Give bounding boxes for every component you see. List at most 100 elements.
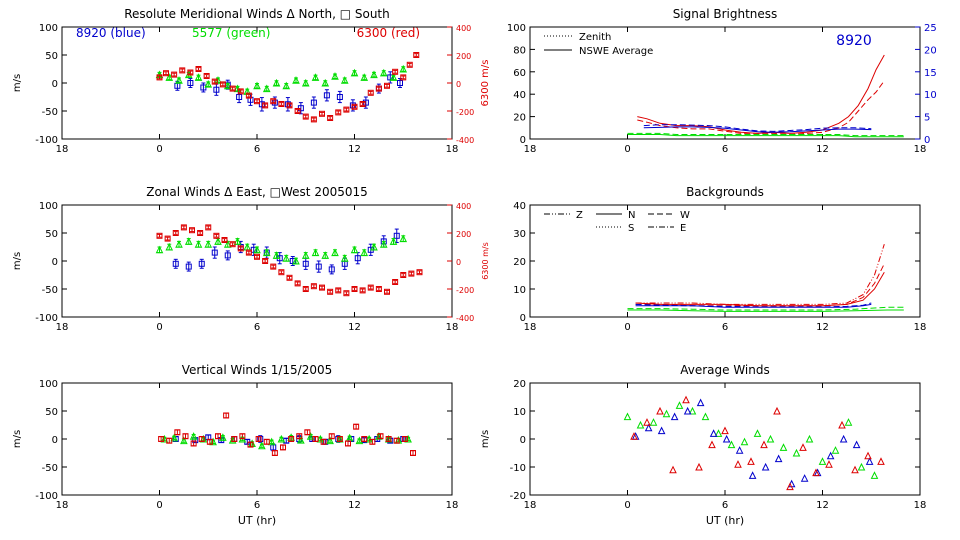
chart-title: Backgrounds: [686, 185, 764, 199]
data-point: [270, 98, 277, 105]
data-point: [253, 245, 261, 254]
data-point: [310, 283, 317, 290]
data-point: [180, 224, 187, 231]
data-point: [187, 69, 194, 76]
series-average-green: [623, 401, 879, 479]
data-point: [321, 251, 330, 259]
data-point: [336, 436, 343, 442]
y2-tick-label: 200: [456, 230, 471, 239]
x-tick-label: 18: [914, 144, 927, 155]
series-signal-8920-nswe: [643, 126, 872, 133]
y2-tick-label: -400: [456, 136, 474, 145]
data-point: [401, 436, 408, 442]
station-label: 8920: [836, 33, 872, 49]
data-point: [195, 66, 202, 72]
y-axis-label: m/s: [12, 252, 23, 270]
data-point: [263, 438, 270, 445]
data-point: [656, 406, 664, 415]
plot-area: [155, 224, 423, 297]
data-point: [657, 426, 666, 435]
y2-axis-label: 6300 m/s: [480, 60, 491, 107]
x-tick-label: 0: [624, 322, 630, 333]
data-point: [399, 64, 408, 73]
data-point: [247, 441, 254, 448]
series-line: [637, 80, 885, 136]
data-point: [413, 52, 420, 58]
data-point: [245, 92, 252, 99]
data-point: [204, 240, 213, 248]
x-tick-label: 18: [446, 322, 459, 333]
x-tick-label: 18: [524, 500, 537, 511]
data-point: [213, 86, 220, 93]
data-point: [825, 460, 833, 468]
data-point: [253, 81, 261, 90]
data-point: [229, 241, 236, 248]
data-point: [335, 109, 342, 116]
data-point: [198, 260, 205, 267]
data-point: [384, 82, 390, 89]
data-point: [171, 71, 178, 78]
data-point: [838, 420, 846, 429]
data-point: [206, 438, 213, 445]
x-tick-label: 6: [254, 322, 260, 333]
y-tick-label: 10: [513, 285, 526, 296]
y-tick-label: -10: [510, 463, 526, 474]
data-point: [643, 418, 651, 426]
series-backgrounds-green-n: [627, 309, 904, 312]
data-point: [327, 288, 334, 295]
data-point: [255, 436, 262, 442]
series-zonal-5577: [155, 234, 408, 265]
data-point: [779, 443, 788, 451]
y-axis: -100 -50 0 50 100: [35, 201, 67, 324]
data-point: [311, 248, 320, 257]
data-point: [294, 280, 301, 287]
y2-tick-label: 200: [456, 52, 471, 61]
data-point: [340, 76, 349, 84]
data-point: [331, 248, 339, 257]
data-point: [328, 266, 335, 273]
data-point: [761, 462, 770, 471]
data-point: [630, 432, 638, 440]
data-point: [203, 73, 210, 79]
data-point: [165, 73, 174, 81]
y-tick-label: 0: [520, 313, 526, 324]
data-point: [320, 438, 327, 445]
data-point: [282, 254, 291, 262]
data-point: [190, 440, 197, 447]
data-point: [397, 80, 403, 86]
data-point: [254, 98, 260, 105]
legend: Z N W S E: [544, 210, 690, 234]
y-axis-label: m/s: [12, 430, 23, 448]
data-point: [800, 474, 809, 482]
data-point: [219, 433, 227, 441]
data-point: [408, 270, 415, 277]
data-point: [753, 429, 762, 437]
y-tick-label: 50: [45, 407, 58, 418]
data-point: [319, 110, 325, 117]
data-point: [760, 440, 768, 449]
data-point: [359, 287, 366, 294]
data-point: [302, 260, 309, 267]
data-point: [400, 74, 407, 81]
data-point: [370, 70, 378, 79]
y-tick-label: 20: [513, 379, 526, 390]
series-line: [635, 244, 885, 305]
data-point: [221, 237, 228, 243]
data-point: [722, 434, 731, 443]
data-point: [165, 242, 174, 251]
data-point: [389, 73, 398, 81]
data-point: [163, 70, 169, 77]
data-point: [156, 232, 163, 239]
data-point: [292, 256, 300, 265]
data-point: [393, 437, 400, 444]
data-point: [727, 440, 736, 449]
data-point: [270, 263, 277, 270]
data-point: [839, 434, 848, 443]
data-point: [766, 434, 775, 443]
x-tick-label: 12: [348, 322, 361, 333]
data-point: [302, 286, 309, 292]
data-point: [189, 227, 195, 234]
data-point: [297, 436, 305, 444]
y-axis: 0 20 40 60 80 100: [507, 23, 535, 146]
